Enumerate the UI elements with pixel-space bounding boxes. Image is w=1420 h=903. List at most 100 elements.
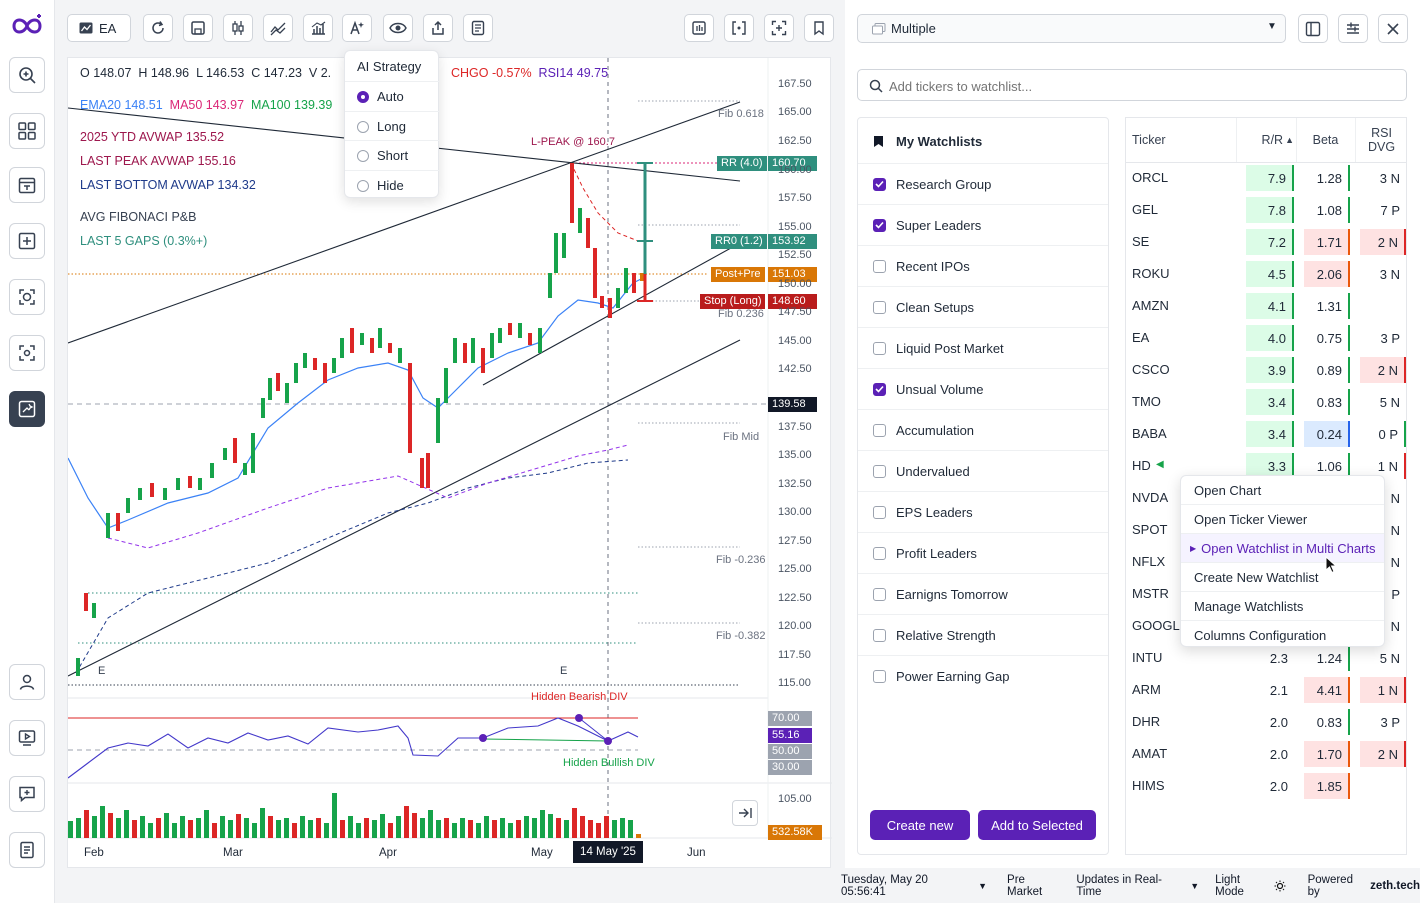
ticker-symbol[interactable]: ARM: [1132, 682, 1161, 697]
table-row[interactable]: AMAT 2.0 1.70 2 N: [1126, 738, 1406, 770]
candles-icon[interactable]: [223, 14, 253, 42]
menu-icon[interactable]: [1338, 14, 1368, 43]
col-rr-header[interactable]: R/R ▲: [1236, 118, 1294, 162]
layout-icon[interactable]: [684, 14, 714, 42]
watchlist-item[interactable]: Liquid Post Market: [858, 327, 1108, 368]
ticker-symbol[interactable]: NVDA: [1132, 490, 1169, 505]
watchlist-item[interactable]: Profit Leaders: [858, 532, 1108, 573]
table-row[interactable]: SE 7.2 1.71 2 N: [1126, 226, 1406, 258]
save-icon[interactable]: [183, 14, 213, 42]
checkbox[interactable]: [873, 382, 886, 396]
status-brand[interactable]: zeth.tech: [1370, 880, 1420, 892]
table-row[interactable]: EA 4.0 0.75 3 P: [1126, 322, 1406, 354]
ai-option-short[interactable]: Short: [345, 140, 440, 170]
checkbox[interactable]: [873, 546, 886, 560]
video-icon[interactable]: [9, 720, 45, 756]
notes-icon[interactable]: [463, 14, 493, 42]
table-row[interactable]: HD ◀ 3.3 1.06 1 N: [1126, 450, 1406, 482]
table-row[interactable]: GEL 7.8 1.08 7 P: [1126, 194, 1406, 226]
user-icon[interactable]: [9, 664, 45, 700]
watchlist-item[interactable]: Recent IPOs: [858, 245, 1108, 286]
checkbox[interactable]: [873, 669, 886, 683]
ai-chart-icon[interactable]: [9, 391, 45, 427]
last-bottom-label[interactable]: LAST BOTTOM AVWAP 134.32: [80, 178, 256, 192]
table-row[interactable]: GOOGL N: [1126, 610, 1406, 642]
checkbox[interactable]: [873, 587, 886, 601]
table-row[interactable]: TMO 3.4 0.83 5 N: [1126, 386, 1406, 418]
price-chart[interactable]: [68, 58, 832, 869]
add-box-icon[interactable]: [9, 223, 45, 259]
table-row[interactable]: NFLX N: [1126, 546, 1406, 578]
watchlist-item[interactable]: Clean Setups: [858, 286, 1108, 327]
checkbox[interactable]: [873, 259, 886, 273]
table-row[interactable]: ORCL 7.9 1.28 3 N: [1126, 162, 1406, 194]
ticker-search[interactable]: [857, 69, 1407, 101]
watchlist-select[interactable]: Multiple ▼: [857, 14, 1286, 43]
table-row[interactable]: DHR 2.0 0.83 3 P: [1126, 706, 1406, 738]
ai-option-auto[interactable]: Auto: [345, 81, 440, 111]
avg-fib-label[interactable]: AVG FIBONACI P&B: [80, 210, 197, 224]
ticker-symbol[interactable]: SPOT: [1132, 522, 1168, 537]
ticker-symbol[interactable]: ROKU: [1132, 266, 1170, 281]
chart-panel[interactable]: O 148.07 H 148.96 L 146.53 C 147.23 V 2.…: [67, 57, 832, 869]
ticker-symbol[interactable]: ORCL: [1132, 170, 1169, 185]
checkbox[interactable]: [873, 505, 886, 519]
watchlist-item[interactable]: Power Earning Gap: [858, 655, 1108, 696]
scroll-to-end-button[interactable]: [732, 800, 758, 826]
watchlist-item[interactable]: Relative Strength: [858, 614, 1108, 655]
ticker-symbol[interactable]: EA: [1132, 330, 1150, 345]
ctx-manage-watchlists[interactable]: Manage Watchlists: [1181, 592, 1384, 621]
code-icon[interactable]: [724, 14, 754, 42]
symbol-selector[interactable]: EA: [67, 14, 131, 42]
ctx-open-ticker-viewer[interactable]: Open Ticker Viewer: [1181, 505, 1384, 534]
col-beta-header[interactable]: Beta: [1296, 118, 1354, 162]
ticker-symbol[interactable]: AMAT: [1132, 746, 1168, 761]
table-row[interactable]: HIMS 2.0 1.85: [1126, 770, 1406, 802]
ctx-open-chart[interactable]: Open Chart: [1181, 476, 1384, 505]
watchlist-item[interactable]: Super Leaders: [858, 204, 1108, 245]
ma50-label[interactable]: MA50 143.97: [169, 98, 245, 112]
earnings-marker[interactable]: E: [560, 665, 568, 677]
watchlist-item[interactable]: Research Group: [858, 163, 1108, 204]
watchlist-item[interactable]: EPS Leaders: [858, 491, 1108, 532]
checkbox[interactable]: [873, 300, 886, 314]
ticker-symbol[interactable]: NFLX: [1132, 554, 1166, 569]
ticker-symbol[interactable]: HIMS: [1132, 778, 1165, 793]
app-logo[interactable]: [10, 12, 44, 40]
ai-option-hide[interactable]: Hide: [345, 170, 440, 200]
checkbox[interactable]: [873, 341, 886, 355]
document-icon[interactable]: [9, 832, 45, 868]
checkbox[interactable]: [873, 628, 886, 642]
chevron-down-icon[interactable]: ▼: [978, 881, 988, 891]
watchlist-item[interactable]: Undervalued: [858, 450, 1108, 491]
checkbox[interactable]: [873, 218, 886, 232]
last-gaps-label[interactable]: LAST 5 GAPS (0.3%+): [80, 234, 208, 248]
ema20-label[interactable]: EMA20 148.51: [80, 98, 163, 112]
zoom-icon[interactable]: [9, 57, 45, 93]
table-row[interactable]: ROKU 4.5 2.06 3 N: [1126, 258, 1406, 290]
focus-icon[interactable]: [9, 335, 45, 371]
search-input[interactable]: [889, 76, 1389, 96]
ytd-avwap-label[interactable]: 2025 YTD AVWAP 135.52: [80, 130, 225, 144]
checkbox[interactable]: [873, 177, 886, 191]
ticker-symbol[interactable]: INTU: [1132, 650, 1163, 665]
ticker-symbol[interactable]: SE: [1132, 234, 1150, 249]
watchlist-item[interactable]: Accumulation: [858, 409, 1108, 450]
ctx-create-watchlist[interactable]: Create New Watchlist: [1181, 563, 1384, 592]
checkbox[interactable]: [873, 423, 886, 437]
refresh-icon[interactable]: [143, 14, 173, 42]
calendar-icon[interactable]: [9, 167, 45, 203]
watchlist-item[interactable]: Unsual Volume: [858, 368, 1108, 409]
ai-option-long[interactable]: Long: [345, 111, 440, 141]
ticker-symbol[interactable]: GEL: [1132, 202, 1159, 217]
ticker-symbol[interactable]: CSCO: [1132, 362, 1170, 377]
ctx-columns-config[interactable]: Columns Configuration: [1194, 628, 1327, 643]
status-mode[interactable]: Light Mode: [1215, 874, 1244, 898]
ticker-symbol[interactable]: TMO: [1132, 394, 1161, 409]
share-icon[interactable]: [423, 14, 453, 42]
earnings-marker[interactable]: E: [98, 665, 106, 677]
table-row[interactable]: CSCO 3.9 0.89 2 N: [1126, 354, 1406, 386]
ticker-symbol[interactable]: BABA: [1132, 426, 1167, 441]
table-row[interactable]: NVDA N: [1126, 482, 1406, 514]
last-peak-label[interactable]: LAST PEAK AVWAP 155.16: [80, 154, 236, 168]
